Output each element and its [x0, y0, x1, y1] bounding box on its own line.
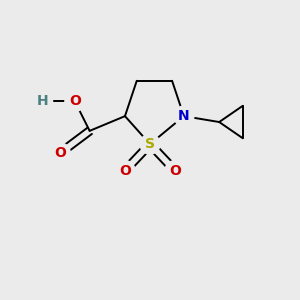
Ellipse shape: [50, 143, 70, 163]
Ellipse shape: [65, 92, 85, 111]
Ellipse shape: [32, 92, 52, 111]
Text: S: S: [145, 137, 155, 151]
Text: H: H: [37, 94, 48, 108]
Text: O: O: [69, 94, 81, 108]
Text: N: N: [178, 109, 190, 123]
Ellipse shape: [115, 160, 135, 181]
Ellipse shape: [140, 134, 160, 154]
Text: O: O: [54, 146, 66, 160]
Ellipse shape: [165, 160, 185, 181]
Text: O: O: [169, 164, 181, 178]
Text: O: O: [119, 164, 131, 178]
Ellipse shape: [174, 106, 194, 126]
